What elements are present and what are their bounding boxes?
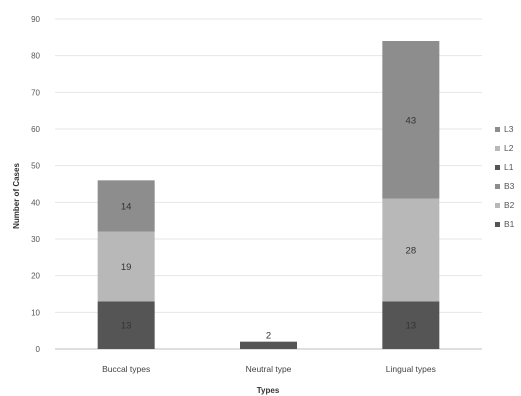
x-axis-title: Types xyxy=(257,386,280,395)
bar-labels: 13 19 14 2 13 28 43 xyxy=(121,115,416,341)
x-tick-label: Buccal types xyxy=(102,364,150,374)
y-axis-title: Number of Cases xyxy=(12,163,21,229)
y-tick-label: 20 xyxy=(31,272,40,281)
y-tick-label: 40 xyxy=(31,198,40,207)
bar-segment-l2 xyxy=(382,198,440,302)
y-tick-label: 80 xyxy=(31,52,40,61)
data-label: 43 xyxy=(406,115,417,126)
bar-segment-b1 xyxy=(97,301,155,349)
legend-swatch xyxy=(495,146,500,151)
legend-label: L3 xyxy=(504,124,514,134)
bar-segment-l3 xyxy=(382,41,440,199)
legend-label: B1 xyxy=(504,219,515,229)
y-axis-ticks: 0 10 20 30 40 50 60 70 80 90 xyxy=(31,15,40,354)
data-label: 2 xyxy=(266,331,271,342)
legend-label: L2 xyxy=(504,143,514,153)
legend-label: B3 xyxy=(504,181,515,191)
y-tick-label: 30 xyxy=(31,235,40,244)
data-label: 13 xyxy=(121,321,132,332)
legend-label: B2 xyxy=(504,200,515,210)
y-tick-label: 70 xyxy=(31,88,40,97)
y-tick-label: 10 xyxy=(31,308,40,317)
legend-label: L1 xyxy=(504,162,514,172)
y-tick-label: 50 xyxy=(31,162,40,171)
y-tick-label: 60 xyxy=(31,125,40,134)
legend-swatch xyxy=(495,127,500,132)
y-tick-label: 90 xyxy=(31,15,40,24)
legend-swatch xyxy=(495,165,500,170)
data-label: 19 xyxy=(121,262,132,273)
data-label: 28 xyxy=(406,246,417,257)
x-tick-label: Neutral type xyxy=(246,364,292,374)
bar-segment-l1 xyxy=(382,301,440,349)
legend-swatch xyxy=(495,222,500,227)
data-label: 13 xyxy=(406,321,417,332)
bar-segment-b2 xyxy=(97,231,155,302)
x-tick-label: Lingual types xyxy=(386,364,436,374)
data-label: 14 xyxy=(121,202,132,213)
legend-swatch xyxy=(495,203,500,208)
category-labels: Buccal types Neutral type Lingual types xyxy=(102,364,436,374)
bars xyxy=(97,41,440,349)
bar-segment-l1 xyxy=(240,341,297,349)
bar-segment-b3 xyxy=(97,180,155,232)
y-tick-label: 0 xyxy=(36,345,41,354)
legend-swatch xyxy=(495,184,500,189)
legend: L3 L2 L1 B3 B2 B1 xyxy=(495,124,515,229)
